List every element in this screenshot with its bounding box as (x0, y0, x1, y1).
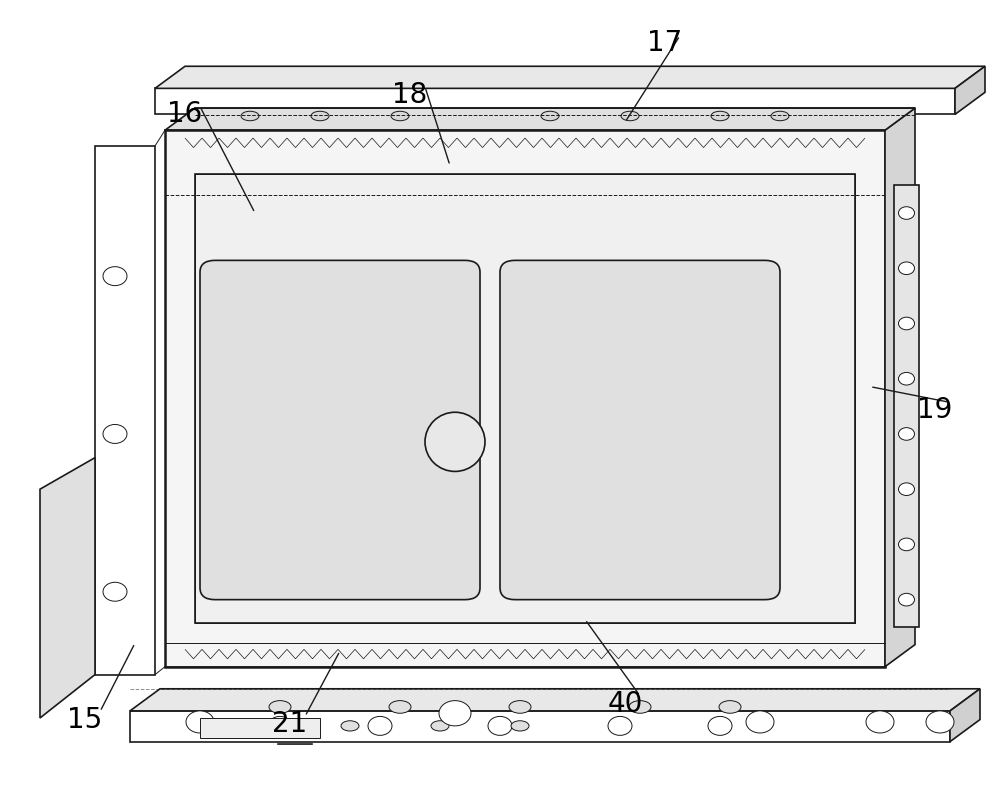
Ellipse shape (629, 701, 651, 713)
Ellipse shape (425, 412, 485, 471)
FancyBboxPatch shape (200, 260, 480, 600)
Circle shape (186, 711, 214, 733)
Text: 16: 16 (167, 100, 203, 129)
Bar (195, 174, 855, 623)
Text: 21: 21 (272, 710, 308, 739)
Ellipse shape (431, 721, 449, 731)
Circle shape (746, 711, 774, 733)
Polygon shape (130, 689, 980, 711)
Circle shape (368, 716, 392, 735)
Polygon shape (155, 66, 985, 88)
Bar (165, 130, 885, 667)
Ellipse shape (241, 111, 259, 121)
Ellipse shape (269, 701, 291, 713)
Polygon shape (155, 88, 955, 114)
Polygon shape (95, 146, 155, 675)
Polygon shape (40, 458, 95, 718)
Ellipse shape (389, 701, 411, 713)
Polygon shape (130, 711, 950, 742)
Ellipse shape (311, 111, 329, 121)
Circle shape (898, 262, 914, 275)
Circle shape (898, 372, 914, 385)
Ellipse shape (511, 721, 529, 731)
Circle shape (898, 207, 914, 219)
Text: 40: 40 (607, 690, 643, 718)
Text: 18: 18 (392, 80, 428, 109)
Text: 15: 15 (67, 705, 103, 734)
Text: 17: 17 (647, 29, 683, 58)
Circle shape (898, 428, 914, 440)
Circle shape (103, 582, 127, 601)
Text: 19: 19 (917, 396, 953, 424)
Circle shape (268, 716, 292, 735)
Polygon shape (165, 108, 915, 130)
Circle shape (488, 716, 512, 735)
Circle shape (608, 716, 632, 735)
Circle shape (439, 701, 471, 726)
FancyBboxPatch shape (500, 260, 780, 600)
Bar (200, 718, 320, 738)
Ellipse shape (509, 701, 531, 713)
Circle shape (866, 711, 894, 733)
Ellipse shape (719, 701, 741, 713)
Circle shape (898, 317, 914, 330)
Circle shape (898, 593, 914, 606)
Polygon shape (950, 689, 980, 742)
Circle shape (103, 267, 127, 286)
Circle shape (898, 483, 914, 495)
Ellipse shape (391, 111, 409, 121)
Ellipse shape (711, 111, 729, 121)
Circle shape (103, 424, 127, 443)
Ellipse shape (621, 111, 639, 121)
Bar (894, 185, 919, 627)
Polygon shape (885, 108, 915, 667)
Circle shape (708, 716, 732, 735)
Circle shape (898, 538, 914, 551)
Polygon shape (955, 66, 985, 114)
Ellipse shape (341, 721, 359, 731)
Circle shape (926, 711, 954, 733)
Ellipse shape (541, 111, 559, 121)
Ellipse shape (771, 111, 789, 121)
